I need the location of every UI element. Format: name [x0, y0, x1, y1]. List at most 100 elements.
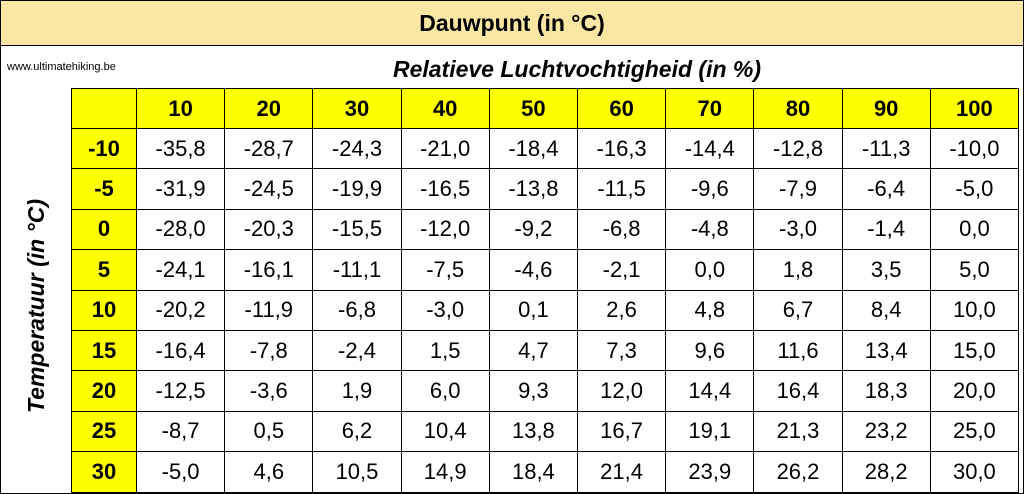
cell: -3,6 [224, 370, 314, 412]
cell: -6,4 [841, 168, 931, 210]
cell: 6,7 [753, 289, 843, 331]
cell: 30,0 [929, 451, 1019, 493]
cell: -5,0 [136, 451, 226, 493]
cell: 28,2 [841, 451, 931, 493]
cell: -7,8 [224, 330, 314, 372]
cell: -9,6 [665, 168, 755, 210]
cell: 3,5 [841, 249, 931, 291]
column-header: 80 [753, 88, 843, 129]
cell: 18,3 [841, 370, 931, 412]
cell: 16,7 [577, 410, 667, 453]
column-header: 20 [224, 88, 314, 129]
cell: -16,5 [400, 168, 490, 210]
cell: 13,8 [488, 410, 578, 453]
website: www.ultimatehiking.be [7, 61, 116, 73]
cell: 7,3 [577, 330, 667, 372]
cell: 14,9 [400, 451, 490, 493]
cell: -12,8 [753, 128, 843, 170]
column-axis-label: Relatieve Luchtvochtigheid (in %) [392, 56, 762, 82]
cell: -12,0 [400, 208, 490, 251]
column-header: 50 [488, 88, 578, 129]
cell: 0,1 [488, 289, 578, 331]
row-header: 20 [71, 370, 137, 412]
cell: -14,4 [665, 128, 755, 170]
cell: -9,2 [488, 208, 578, 251]
column-header: 60 [577, 88, 667, 129]
title: Dauwpunt (in °C) [1, 1, 1023, 46]
cell: -10,0 [929, 128, 1019, 170]
cell: -11,5 [577, 168, 667, 210]
cell: 1,9 [312, 370, 402, 412]
cell: -3,0 [400, 289, 490, 331]
cell: -2,1 [577, 249, 667, 291]
cell: -16,3 [577, 128, 667, 170]
row-axis-label: Temperatuur (in °C) [23, 198, 49, 414]
cell: -16,1 [224, 249, 314, 291]
cell: 10,4 [400, 410, 490, 453]
cell: 4,7 [488, 330, 578, 372]
cell: -21,0 [400, 128, 490, 170]
row-header: 10 [71, 289, 137, 331]
row-header: 25 [71, 410, 137, 453]
row-header: -5 [71, 168, 137, 210]
cell: -6,8 [312, 289, 402, 331]
cell: -16,4 [136, 330, 226, 372]
cell: 10,0 [929, 289, 1019, 331]
cell: -11,1 [312, 249, 402, 291]
cell: 1,5 [400, 330, 490, 372]
cell: 0,0 [665, 249, 755, 291]
cell: -24,3 [312, 128, 402, 170]
cell: 25,0 [929, 410, 1019, 453]
cell: -8,7 [136, 410, 226, 453]
row-header: -10 [71, 128, 137, 170]
column-header: 10 [136, 88, 226, 129]
cell: 21,3 [753, 410, 843, 453]
row-header: 5 [71, 249, 137, 291]
cell: -4,8 [665, 208, 755, 251]
cell: -7,9 [753, 168, 843, 210]
cell: 15,0 [929, 330, 1019, 372]
cell: -3,0 [753, 208, 843, 251]
cell: 6,0 [400, 370, 490, 412]
cell: -13,8 [488, 168, 578, 210]
cell: 5,0 [929, 249, 1019, 291]
cell: 16,4 [753, 370, 843, 412]
cell: -4,6 [488, 249, 578, 291]
cell: -20,3 [224, 208, 314, 251]
cell: -31,9 [136, 168, 226, 210]
column-header: 30 [312, 88, 402, 129]
cell: 6,2 [312, 410, 402, 453]
cell: 2,6 [577, 289, 667, 331]
cell: -24,1 [136, 249, 226, 291]
cell: 14,4 [665, 370, 755, 412]
cell: 9,6 [665, 330, 755, 372]
cell: 0,0 [929, 208, 1019, 251]
cell: -15,5 [312, 208, 402, 251]
cell: -2,4 [312, 330, 402, 372]
cell: 0,5 [224, 410, 314, 453]
cell: -11,9 [224, 289, 314, 331]
cell: 4,6 [224, 451, 314, 493]
cell: -35,8 [136, 128, 226, 170]
corner-cell [71, 88, 137, 129]
cell: 26,2 [753, 451, 843, 493]
cell: 13,4 [841, 330, 931, 372]
cell: 20,0 [929, 370, 1019, 412]
cell: -24,5 [224, 168, 314, 210]
cell: -1,4 [841, 208, 931, 251]
cell: 11,6 [753, 330, 843, 372]
cell: -19,9 [312, 168, 402, 210]
cell: 4,8 [665, 289, 755, 331]
column-header: 90 [841, 88, 931, 129]
cell: 12,0 [577, 370, 667, 412]
cell: -28,7 [224, 128, 314, 170]
cell: 21,4 [577, 451, 667, 493]
cell: -18,4 [488, 128, 578, 170]
cell: -7,5 [400, 249, 490, 291]
cell: 18,4 [488, 451, 578, 493]
column-header: 70 [665, 88, 755, 129]
cell: 10,5 [312, 451, 402, 493]
cell: -11,3 [841, 128, 931, 170]
